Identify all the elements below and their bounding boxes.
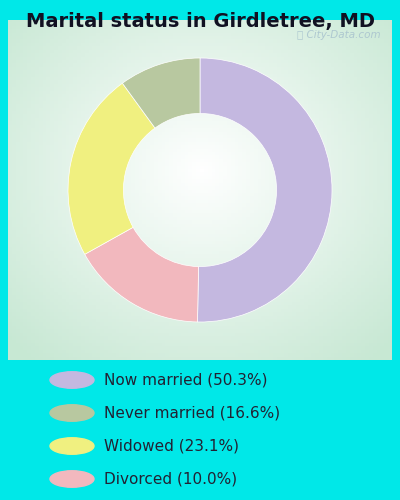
Text: Marital status in Girdletree, MD: Marital status in Girdletree, MD	[26, 12, 374, 32]
Text: Now married (50.3%): Now married (50.3%)	[104, 372, 268, 388]
Circle shape	[50, 438, 94, 454]
Text: Widowed (23.1%): Widowed (23.1%)	[104, 438, 239, 454]
Circle shape	[50, 405, 94, 421]
Wedge shape	[68, 83, 155, 254]
Text: Never married (16.6%): Never married (16.6%)	[104, 406, 280, 420]
Text: ⓘ City-Data.com: ⓘ City-Data.com	[297, 30, 380, 40]
Text: Divorced (10.0%): Divorced (10.0%)	[104, 472, 237, 486]
Wedge shape	[198, 58, 332, 322]
Circle shape	[50, 471, 94, 487]
Wedge shape	[85, 228, 198, 322]
Circle shape	[50, 372, 94, 388]
Wedge shape	[122, 58, 200, 128]
